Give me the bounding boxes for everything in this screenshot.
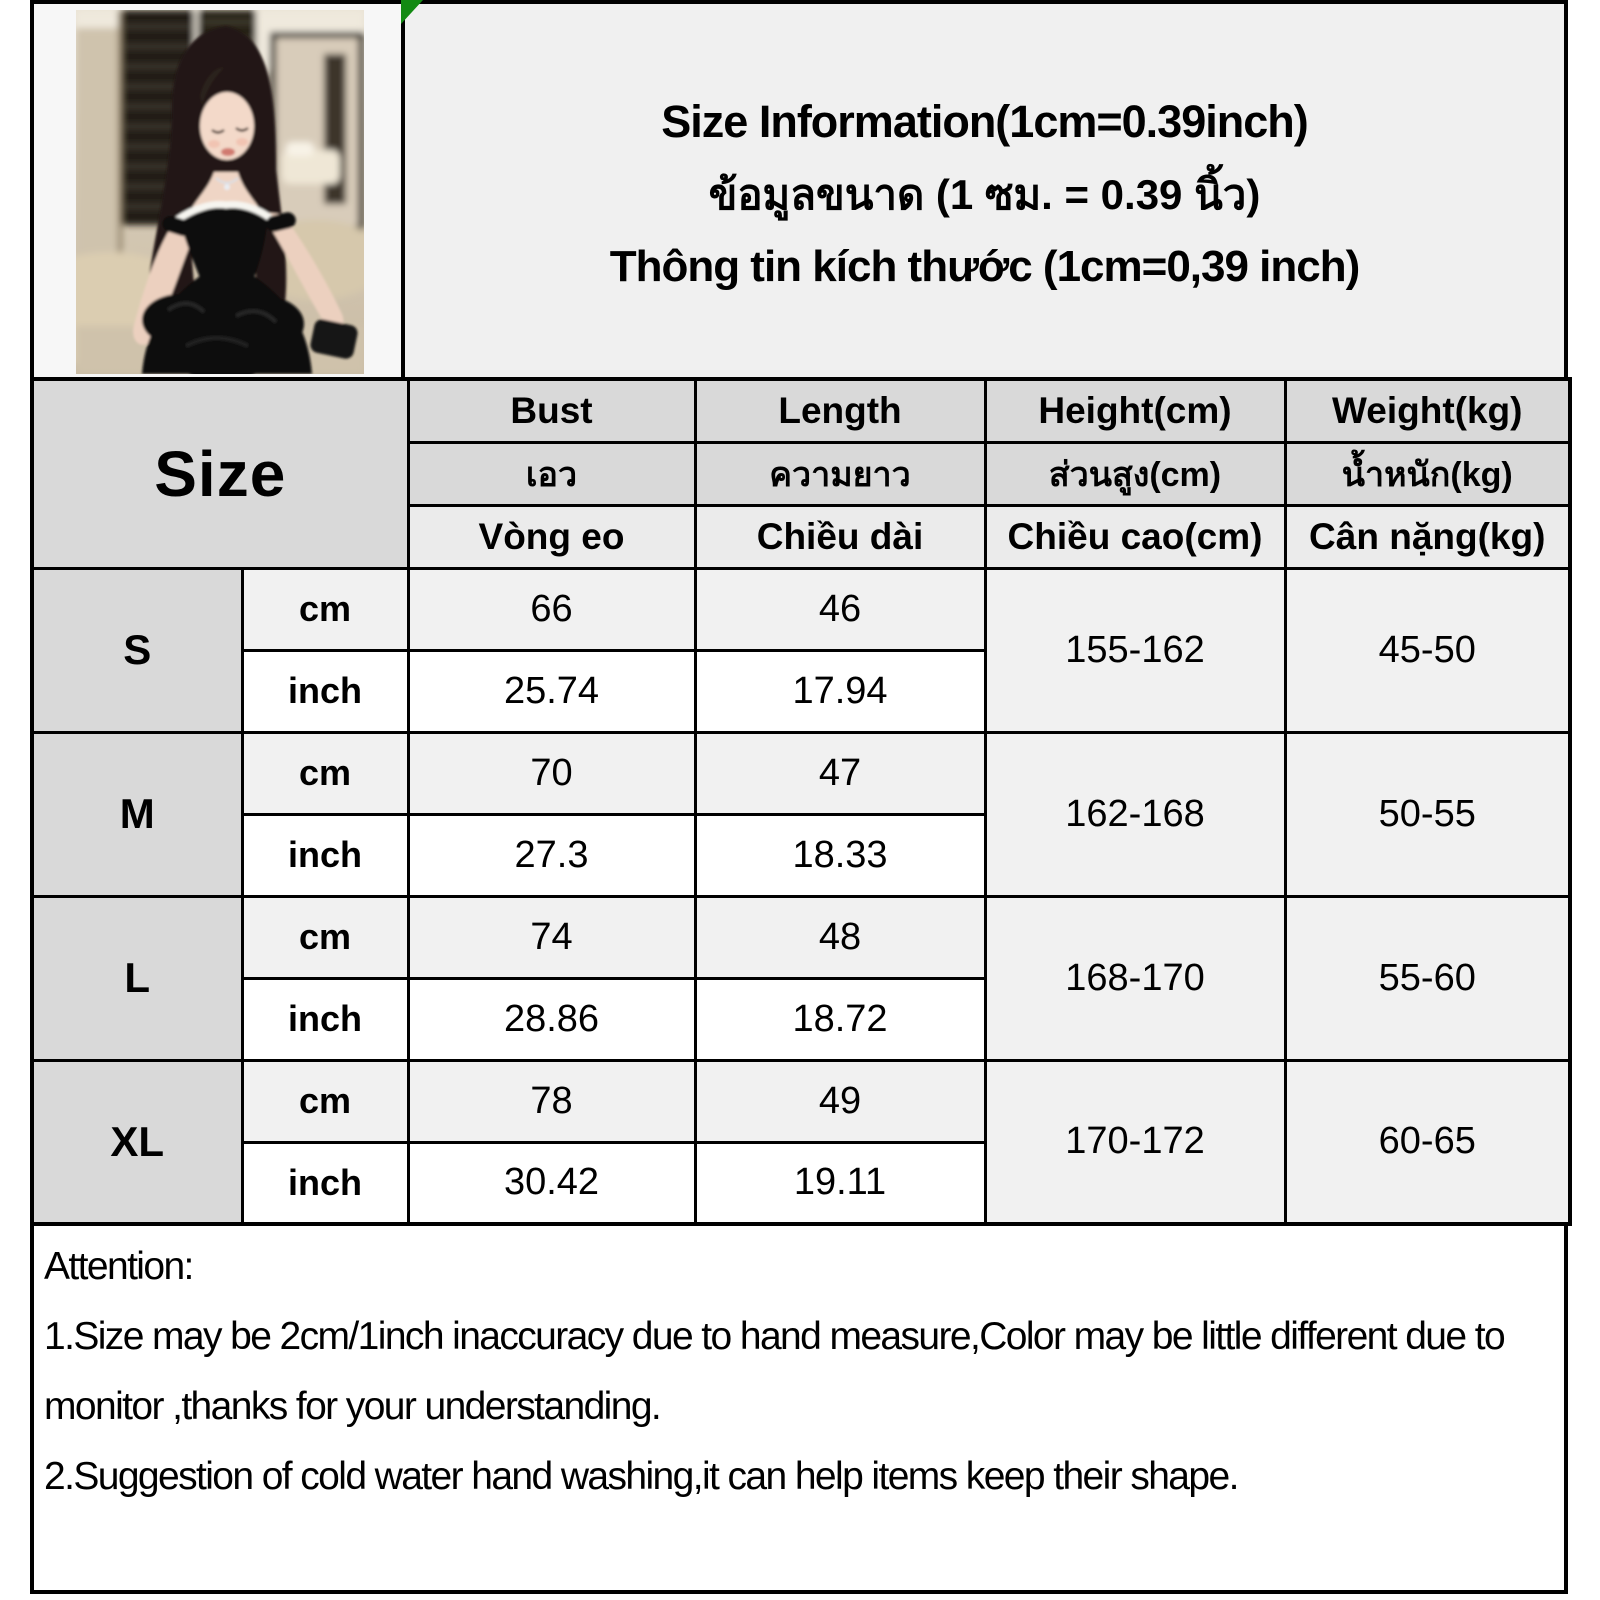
col-header-bust-en: Bust [406,377,697,444]
table-row-m-cm: M cm 70 47 162-168 50-55 [30,730,1572,898]
model-photo-illustration [76,10,364,374]
product-photo-cell [30,0,405,377]
length-inch-s: 17.94 [693,648,987,734]
page-title-vi: Thông tin kích thước (1cm=0,39 inch) [609,241,1361,291]
col-header-weight-vi: Cân nặng(kg) [1283,503,1572,570]
col-header-height-vi: Chiều cao(cm) [983,503,1287,570]
size-label-s: S [30,566,244,734]
height-range-xl: 170-172 [983,1058,1287,1226]
bust-cm-m: 70 [406,730,697,816]
attention-box: Attention: 1.Size may be 2cm/1inch inacc… [30,1226,1568,1594]
page-title-th: ข้อมูลขนาด (1 ซม. = 0.39 นิ้ว) [708,170,1261,218]
product-photo [76,10,364,374]
col-header-length-vi: Chiều dài [693,503,987,570]
col-header-bust-th: เอว [406,440,697,507]
unit-label-inch: inch [240,648,410,734]
bust-inch-m: 27.3 [406,812,697,898]
col-header-length-en: Length [693,377,987,444]
col-header-length-th: ความยาว [693,440,987,507]
attention-heading: Attention: [44,1245,194,1288]
title-block: Size Information(1cm=0.39inch) ข้อมูลขนา… [405,0,1568,377]
size-label-m: M [30,730,244,898]
unit-label-cm: cm [240,894,410,980]
size-label-xl: XL [30,1058,244,1226]
corner-marker-icon [401,0,423,24]
weight-range-l: 55-60 [1283,894,1572,1062]
col-header-height-th: ส่วนสูง(cm) [983,440,1287,507]
size-corner-header: Size [30,377,410,570]
bust-cm-xl: 78 [406,1058,697,1144]
length-cm-l: 48 [693,894,987,980]
bust-inch-xl: 30.42 [406,1140,697,1226]
attention-note-2: 2.Suggestion of cold water hand washing,… [44,1455,1239,1498]
header-row-th: เอว ความยาว ส่วนสูง(cm) น้ำหนัก(kg) [32,440,1572,507]
unit-label-inch: inch [240,976,410,1062]
table-row-l-cm: L cm 74 48 168-170 55-60 [30,894,1572,1062]
unit-label-cm: cm [240,566,410,652]
unit-label-inch: inch [240,1140,410,1226]
col-header-weight-th: น้ำหนัก(kg) [1283,440,1572,507]
bust-inch-s: 25.74 [406,648,697,734]
height-range-l: 168-170 [983,894,1287,1062]
bust-cm-l: 74 [406,894,697,980]
table-row-l-inch: inch 28.86 18.72 [32,976,1570,1062]
col-header-weight-en: Weight(kg) [1283,377,1572,444]
unit-label-inch: inch [240,812,410,898]
bust-cm-s: 66 [406,566,697,652]
unit-label-cm: cm [240,1058,410,1144]
length-cm-s: 46 [693,566,987,652]
weight-range-m: 50-55 [1283,730,1572,898]
col-header-bust-vi: Vòng eo [406,503,697,570]
attention-note-1: 1.Size may be 2cm/1inch inaccuracy due t… [44,1315,1506,1428]
size-table: Size Bust Length Height(cm) Weight(kg) เ… [30,377,1572,1226]
length-cm-m: 47 [693,730,987,816]
col-header-height-en: Height(cm) [983,377,1287,444]
page-title-en: Size Information(1cm=0.39inch) [661,95,1308,147]
length-inch-xl: 19.11 [693,1140,987,1226]
table-row-xl-inch: inch 30.42 19.11 [32,1140,1570,1226]
header-row-vi: Vòng eo Chiều dài Chiều cao(cm) Cân nặng… [32,503,1572,570]
length-cm-xl: 49 [693,1058,987,1144]
table-row-xl-cm: XL cm 78 49 170-172 60-65 [30,1058,1572,1226]
table-row-s-cm: S cm 66 46 155-162 45-50 [30,566,1572,734]
length-inch-m: 18.33 [693,812,987,898]
table-row-s-inch: inch 25.74 17.94 [32,648,1570,734]
height-range-m: 162-168 [983,730,1287,898]
table-row-m-inch: inch 27.3 18.33 [32,812,1570,898]
size-label-l: L [30,894,244,1062]
height-range-s: 155-162 [983,566,1287,734]
length-inch-l: 18.72 [693,976,987,1062]
weight-range-xl: 60-65 [1283,1058,1572,1226]
bust-inch-l: 28.86 [406,976,697,1062]
unit-label-cm: cm [240,730,410,816]
header-row-en: Size Bust Length Height(cm) Weight(kg) [30,377,1572,570]
weight-range-s: 45-50 [1283,566,1572,734]
